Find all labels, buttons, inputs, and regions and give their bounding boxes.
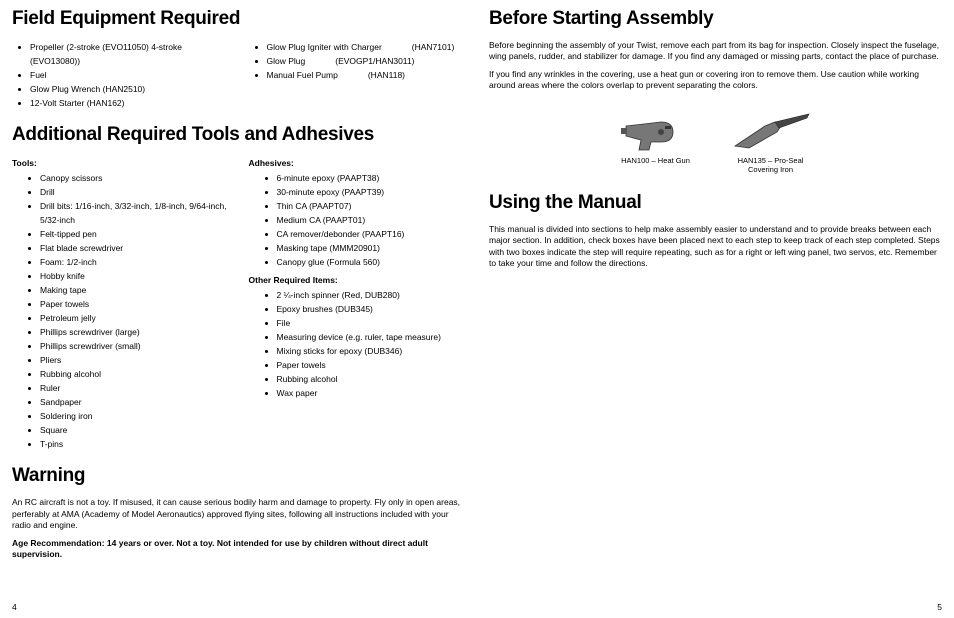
- list-item: 2 ¼-inch spinner (Red, DUB280): [277, 288, 466, 302]
- adhesives-col: Adhesives: 6-minute epoxy (PAAPT38) 30-m…: [249, 156, 466, 451]
- heading-warning: Warning: [12, 465, 465, 487]
- item-code: (EVOGP1/HAN3011): [335, 54, 414, 68]
- list-item: Masking tape (MMM20901): [277, 241, 466, 255]
- list-item: Canopy scissors: [40, 171, 229, 185]
- covering-iron-figure: HAN135 – Pro-Seal Covering Iron: [731, 112, 811, 174]
- list-item: Felt-tipped pen: [40, 227, 229, 241]
- page-right: Before Starting Assembly Before beginnin…: [489, 8, 942, 594]
- list-item: Square: [40, 423, 229, 437]
- covering-iron-caption: HAN135 – Pro-Seal Covering Iron: [738, 156, 804, 174]
- equipment-list-2: Glow Plug Igniter with Charger(HAN7101) …: [249, 40, 466, 82]
- list-item: Wax paper: [277, 386, 466, 400]
- list-item: Making tape: [40, 283, 229, 297]
- heat-gun-icon: [621, 112, 691, 152]
- list-item: Drill bits: 1/16-inch, 3/32-inch, 1/8-in…: [40, 199, 229, 227]
- using-paragraph: This manual is divided into sections to …: [489, 224, 942, 270]
- list-item: Ruler: [40, 381, 229, 395]
- tools-list: Canopy scissors Drill Drill bits: 1/16-i…: [12, 171, 229, 451]
- other-subhead: Other Required Items:: [249, 275, 466, 285]
- list-item: 12-Volt Starter (HAN162): [30, 96, 229, 110]
- warning-section: Warning An RC aircraft is not a toy. If …: [12, 465, 465, 560]
- list-item: Manual Fuel Pump (HAN118): [267, 68, 466, 82]
- equipment-col-1: Propeller (2-stroke (EVO11050) 4-stroke …: [12, 40, 229, 110]
- heading-before-assembly: Before Starting Assembly: [489, 8, 942, 30]
- item-code: (HAN118): [368, 68, 405, 82]
- list-item: Measuring device (e.g. ruler, tape measu…: [277, 330, 466, 344]
- list-item: Canopy glue (Formula 560): [277, 255, 466, 269]
- item-label: Manual Fuel Pump: [267, 70, 338, 80]
- adhesives-list: 6-minute epoxy (PAAPT38) 30-minute epoxy…: [249, 171, 466, 269]
- list-item: Phillips screwdriver (small): [40, 339, 229, 353]
- list-item: Soldering iron: [40, 409, 229, 423]
- list-item: Rubbing alcohol: [40, 367, 229, 381]
- list-item: Thin CA (PAAPT07): [277, 199, 466, 213]
- list-item: Flat blade screwdriver: [40, 241, 229, 255]
- list-item: Sandpaper: [40, 395, 229, 409]
- item-label: Glow Plug Igniter with Charger: [267, 42, 382, 52]
- list-item: Pliers: [40, 353, 229, 367]
- list-item: Glow Plug Wrench (HAN2510): [30, 82, 229, 96]
- list-item: Mixing sticks for epoxy (DUB346): [277, 344, 466, 358]
- heat-gun-caption: HAN100 – Heat Gun: [621, 156, 690, 165]
- equipment-col-2: Glow Plug Igniter with Charger(HAN7101) …: [249, 40, 466, 110]
- heading-field-equipment: Field Equipment Required: [12, 8, 465, 30]
- list-item: Phillips screwdriver (large): [40, 325, 229, 339]
- equipment-list-1: Propeller (2-stroke (EVO11050) 4-stroke …: [12, 40, 229, 110]
- list-item: Propeller (2-stroke (EVO11050) 4-stroke …: [30, 40, 229, 68]
- list-item: Medium CA (PAAPT01): [277, 213, 466, 227]
- covering-iron-icon: [731, 112, 811, 152]
- list-item: Fuel: [30, 68, 229, 82]
- list-item: Foam: 1/2-inch: [40, 255, 229, 269]
- heading-additional-tools: Additional Required Tools and Adhesives: [12, 124, 465, 146]
- list-item: T-pins: [40, 437, 229, 451]
- adhesives-subhead: Adhesives:: [249, 158, 466, 168]
- other-list: 2 ¼-inch spinner (Red, DUB280) Epoxy bru…: [249, 288, 466, 400]
- list-item: Glow Plug Igniter with Charger (HAN7101): [267, 40, 466, 54]
- list-item: Paper towels: [277, 358, 466, 372]
- list-item: Paper towels: [40, 297, 229, 311]
- list-item: Glow Plug (EVOGP1/HAN3011): [267, 54, 466, 68]
- caption-line-1: HAN135 – Pro-Seal: [738, 156, 804, 165]
- list-item: Epoxy brushes (DUB345): [277, 302, 466, 316]
- heading-using-manual: Using the Manual: [489, 192, 942, 214]
- list-item: Hobby knife: [40, 269, 229, 283]
- heat-gun-figure: HAN100 – Heat Gun: [621, 112, 691, 174]
- warning-paragraph: An RC aircraft is not a toy. If misused,…: [12, 497, 465, 531]
- list-item: File: [277, 316, 466, 330]
- tools-subhead: Tools:: [12, 158, 229, 168]
- list-item: Rubbing alcohol: [277, 372, 466, 386]
- list-item: CA remover/debonder (PAAPT16): [277, 227, 466, 241]
- page-left: Field Equipment Required Propeller (2-st…: [12, 8, 465, 594]
- tools-col: Tools: Canopy scissors Drill Drill bits:…: [12, 156, 229, 451]
- tool-images-row: HAN100 – Heat Gun HAN135 – Pro-Seal Cove…: [489, 112, 942, 174]
- page-number-left: 4: [12, 602, 17, 612]
- list-item: Drill: [40, 185, 229, 199]
- equipment-columns: Propeller (2-stroke (EVO11050) 4-stroke …: [12, 40, 465, 110]
- caption-line-2: Covering Iron: [748, 165, 793, 174]
- before-paragraph-2: If you find any wrinkles in the covering…: [489, 69, 942, 92]
- item-label: Glow Plug: [267, 56, 306, 66]
- tools-columns: Tools: Canopy scissors Drill Drill bits:…: [12, 156, 465, 451]
- page-number-right: 5: [937, 602, 942, 612]
- list-item: Petroleum jelly: [40, 311, 229, 325]
- before-paragraph-1: Before beginning the assembly of your Tw…: [489, 40, 942, 63]
- warning-age-recommendation: Age Recommendation: 14 years or over. No…: [12, 538, 465, 561]
- list-item: 6-minute epoxy (PAAPT38): [277, 171, 466, 185]
- item-code: (HAN7101): [412, 40, 455, 54]
- list-item: 30-minute epoxy (PAAPT39): [277, 185, 466, 199]
